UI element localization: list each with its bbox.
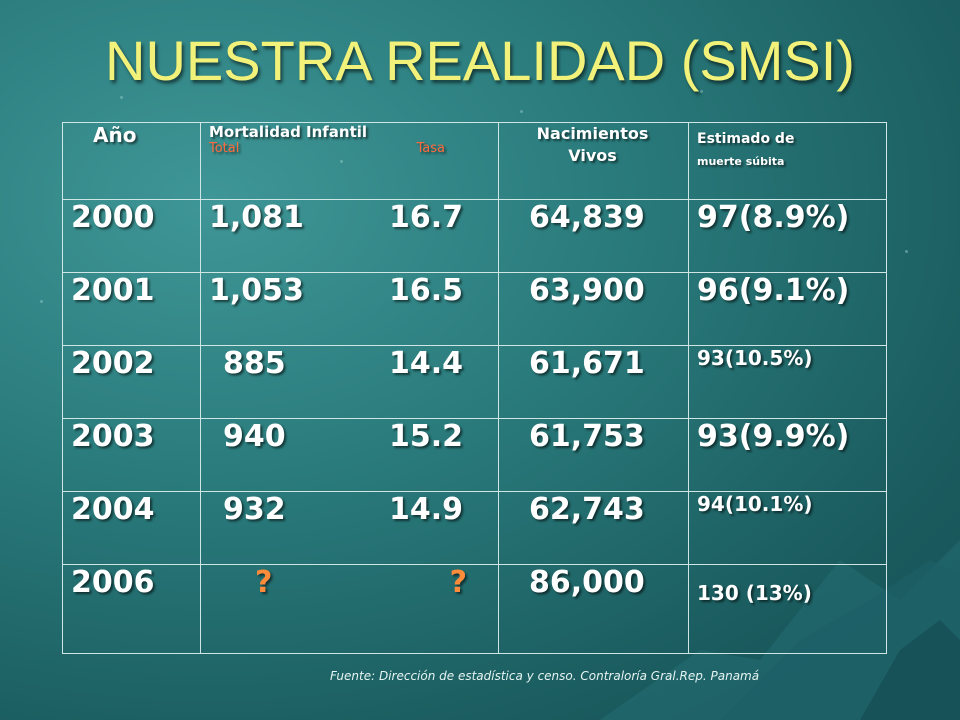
cell-mortalidad: 1,053 16.5 [200,272,499,346]
cell-estimado: 94(10.1%) [688,491,887,565]
cell-mortalidad: 1,081 16.7 [200,199,499,273]
sparkle [520,110,523,113]
header-vivos: Vivos [568,146,617,165]
header-cell-estimado: Estimado de muerte súbita [688,122,887,200]
cell-total: 932 [223,492,286,527]
cell-total: 885 [223,346,286,381]
table-row: 2006 ?? 86,000 130 (13%) [62,564,887,654]
cell-nacimientos: 63,900 [498,272,689,346]
cell-nacimientos: 61,753 [498,418,689,492]
cell-nac-value: 86,000 [529,565,645,600]
cell-estimado: 96(9.1%) [688,272,887,346]
cell-mortalidad: ?? [200,564,499,654]
cell-mortalidad: 885 14.4 [200,345,499,419]
table-row: 2002 885 14.4 61,671 93(10.5%) [62,345,887,419]
header-nacimientos: Nacimientos [536,124,649,143]
cell-nacimientos: 62,743 [498,491,689,565]
cell-mortalidad: 940 15.2 [200,418,499,492]
cell-tasa: 14.9 [388,492,463,527]
header-muerte: muerte súbita [697,155,785,168]
cell-nac-value: 63,900 [529,273,645,308]
cell-year: 2003 [62,418,201,492]
cell-nacimientos: 61,671 [498,345,689,419]
header-tasa: Tasa [416,141,446,156]
cell-nac-value: 61,671 [529,346,645,381]
cell-estimado: 97(8.9%) [688,199,887,273]
cell-total: 1,053 [209,273,304,308]
table-header-row: Año Mortalidad Infantil Total Tasa Nacim… [62,122,887,200]
cell-tasa: 15.2 [388,419,463,454]
cell-year: 2001 [62,272,201,346]
cell-tasa: 14.4 [388,346,463,381]
table-row: 2004 932 14.9 62,743 94(10.1%) [62,491,887,565]
sparkle [700,90,703,93]
cell-nac-value: 61,753 [529,419,645,454]
cell-total: 940 [223,419,286,454]
cell-estimado: 93(10.5%) [688,345,887,419]
sparkle [905,250,908,253]
cell-nac-value: 62,743 [529,492,645,527]
header-mortalidad-sub: Total Tasa [209,141,445,156]
header-anio: Año [93,123,137,147]
cell-nacimientos: 86,000 [498,564,689,654]
table-row: 2001 1,053 16.5 63,900 96(9.1%) [62,272,887,346]
header-mortalidad: Mortalidad Infantil [209,123,368,141]
cell-mortalidad: 932 14.9 [200,491,499,565]
header-total: Total [209,141,240,156]
cell-tasa: 16.7 [388,200,463,235]
header-estimado: Estimado de [697,131,795,147]
table-row: 2000 1,081 16.7 64,839 97(8.9%) [62,199,887,273]
cell-tasa: 16.5 [388,273,463,308]
cell-year: 2004 [62,491,201,565]
sparkle [120,96,123,99]
source-note: Fuente: Dirección de estadística y censo… [330,669,760,683]
cell-nac-value: 64,839 [529,200,645,235]
cell-total: ? [255,565,273,600]
header-cell-nacimientos: Nacimientos Vivos [498,122,689,200]
cell-estimado: 93(9.9%) [688,418,887,492]
cell-nacimientos: 64,839 [498,199,689,273]
cell-year: 2002 [62,345,201,419]
cell-year: 2000 [62,199,201,273]
cell-estimado: 130 (13%) [688,564,887,654]
slide-title: NUESTRA REALIDAD (SMSI) [105,29,855,92]
cell-total: 1,081 [209,200,304,235]
table-row: 2003 940 15.2 61,753 93(9.9%) [62,418,887,492]
cell-year: 2006 [62,564,201,654]
data-table: Año Mortalidad Infantil Total Tasa Nacim… [62,122,887,654]
header-cell-anio: Año [62,122,201,200]
header-cell-mortalidad: Mortalidad Infantil Total Tasa [200,122,499,200]
cell-tasa: ? [449,565,467,600]
sparkle [40,300,43,303]
